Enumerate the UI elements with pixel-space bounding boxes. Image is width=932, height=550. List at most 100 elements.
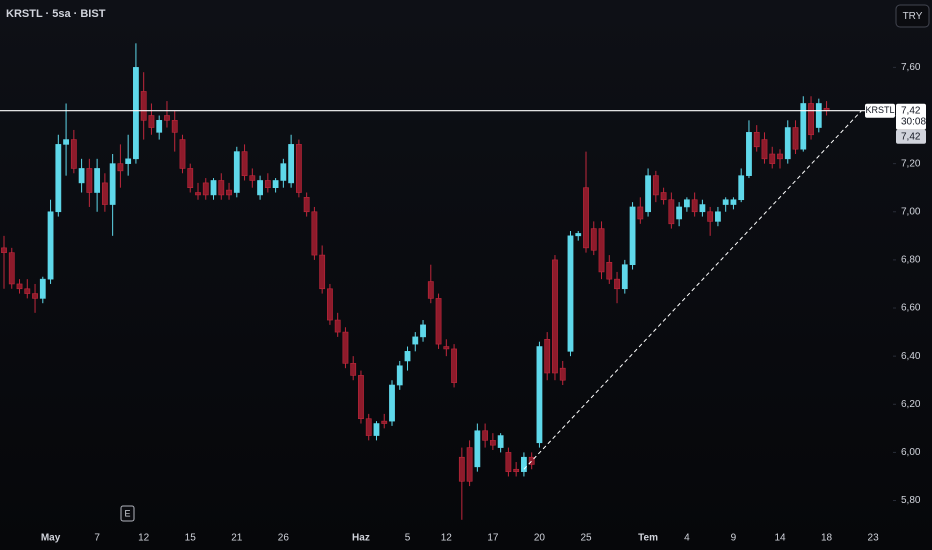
x-tick-label: 20: [534, 533, 546, 544]
x-tick-label: Haz: [352, 533, 370, 544]
candle-body: [109, 163, 116, 205]
candle-body: [676, 206, 683, 220]
candle-body: [24, 288, 31, 294]
event-marker-label[interactable]: E: [124, 508, 130, 518]
candle-body: [427, 281, 434, 299]
candle-body: [218, 180, 225, 196]
candle-body: [1, 247, 7, 253]
candle-body: [396, 365, 403, 386]
candle-body: [350, 363, 357, 376]
candle-body: [47, 211, 54, 280]
candle-body: [536, 346, 543, 444]
candle-body: [404, 351, 411, 362]
candle-body: [8, 252, 15, 285]
y-tick-label: 7,00: [901, 206, 921, 217]
candle-body: [606, 261, 613, 280]
x-tick-label: 17: [487, 533, 499, 544]
candle-body: [70, 139, 77, 169]
x-tick-label: 18: [821, 533, 833, 544]
candle-body: [652, 175, 659, 196]
candle-body: [358, 375, 364, 420]
candle-body: [815, 103, 822, 128]
candle-body: [412, 336, 419, 345]
countdown-label: 30:08: [901, 116, 926, 127]
candle-body: [691, 199, 698, 213]
x-tick-label: 25: [580, 533, 592, 544]
candle-body: [233, 151, 240, 193]
candle-body: [505, 452, 512, 472]
previous-close-box: [896, 129, 926, 144]
candle-body: [614, 278, 620, 290]
candle-body: [117, 163, 124, 172]
x-tick-label: 15: [185, 533, 197, 544]
candle-body: [513, 468, 520, 472]
last-price-box: [896, 103, 926, 130]
candle-body: [133, 67, 139, 160]
candle-body: [303, 197, 310, 213]
candle-body: [365, 418, 372, 436]
candle-body: [272, 180, 279, 188]
candle-body: [489, 440, 496, 446]
x-tick-label: 7: [94, 533, 100, 544]
x-tick-label: 9: [731, 533, 737, 544]
candle-body: [451, 348, 457, 383]
candle-body: [171, 120, 178, 133]
candle-body: [715, 211, 721, 222]
x-tick-label: Tem: [638, 533, 658, 544]
candle-body: [86, 168, 93, 193]
candle-body: [32, 293, 38, 299]
candle-body: [94, 168, 101, 193]
candle-body: [435, 298, 442, 345]
x-tick-label: 26: [278, 533, 290, 544]
candle-body: [769, 153, 776, 164]
candle-body: [474, 430, 481, 468]
currency-label[interactable]: TRY: [903, 11, 923, 22]
x-tick-label: 21: [231, 533, 243, 544]
candle-body: [683, 199, 690, 208]
candle-body: [288, 144, 295, 184]
currency-button[interactable]: [895, 4, 930, 28]
candle-body: [528, 456, 535, 465]
candle-body: [156, 120, 163, 133]
candle-body: [730, 199, 737, 205]
candle-body: [16, 283, 23, 290]
candle-body: [125, 158, 132, 164]
x-tick-label: 12: [441, 533, 453, 544]
candle-body: [722, 199, 729, 205]
y-tick-label: 6,80: [901, 255, 921, 266]
y-tick-label: 7,60: [901, 62, 921, 73]
y-tick-label: 6,40: [901, 351, 921, 362]
candle-body: [389, 384, 395, 422]
candle-body: [808, 103, 814, 136]
candle-body: [148, 115, 155, 128]
candle-body: [202, 182, 209, 196]
candle-body: [164, 115, 170, 121]
candle-body: [559, 367, 566, 381]
candle-body: [295, 144, 302, 193]
candle-body: [753, 132, 760, 148]
last-price-label: 7,42: [901, 105, 921, 116]
candle-body: [792, 127, 799, 150]
candle-body: [668, 199, 675, 225]
candle-body: [699, 204, 706, 213]
candle-body: [55, 144, 62, 213]
event-marker[interactable]: [120, 505, 135, 522]
candle-body: [195, 192, 201, 196]
candle-body: [280, 163, 287, 181]
candle-body: [800, 103, 807, 150]
candle-body: [373, 423, 380, 436]
candle-body: [327, 288, 333, 321]
candle-body: [140, 91, 147, 121]
candle-body: [761, 139, 768, 160]
candle-body: [598, 228, 605, 273]
candle-body: [249, 175, 256, 181]
candle-body: [738, 175, 745, 201]
candle-body: [241, 151, 248, 176]
candle-body: [629, 206, 636, 266]
trendline: [523, 110, 862, 470]
candle-body: [187, 168, 194, 188]
chart-title: KRSTL · 5sa · BIST: [6, 8, 106, 20]
candle-body: [257, 180, 263, 196]
